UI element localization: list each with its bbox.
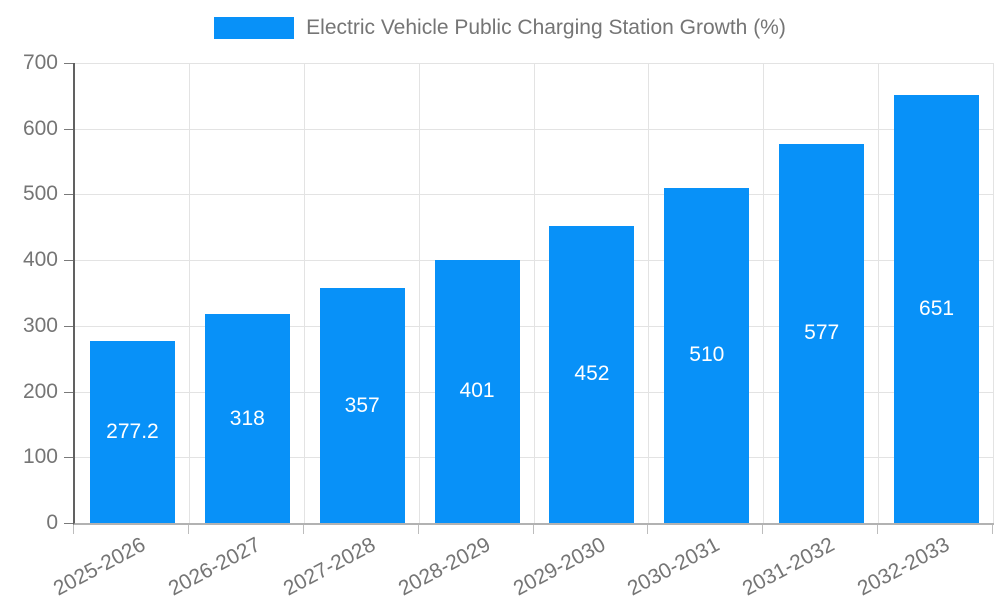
y-axis-tick-label: 400 [22,248,58,272]
h-gridline [75,194,994,196]
v-gridline [763,63,765,523]
x-axis-tick-mark [73,525,74,534]
x-axis-tick-label: 2025-2026 [49,533,150,600]
bar[interactable]: 577 [779,143,865,523]
x-axis-tick-mark [302,525,304,534]
x-axis-tick-mark [532,525,534,534]
x-axis-tick-label: 2032-2033 [853,533,954,600]
v-gridline [648,63,650,523]
y-axis-tick-mark [64,523,73,524]
legend[interactable]: Electric Vehicle Public Charging Station… [0,16,1000,40]
y-axis-tick-mark [64,457,73,459]
bar[interactable]: 357 [319,288,405,523]
bar[interactable]: 401 [434,259,520,523]
v-gridline [993,63,994,523]
y-axis-tick-label: 0 [46,511,58,534]
y-axis-tick-mark [64,325,73,327]
h-gridline [75,325,994,327]
y-axis-tick-label: 200 [22,379,58,403]
bar[interactable]: 277.2 [89,340,175,523]
x-axis-tick-label: 2030-2031 [624,533,724,600]
x-axis-tick-label: 2026-2027 [164,533,265,600]
legend-swatch [214,17,295,39]
h-gridline [75,128,994,130]
plot-area: 277.2 318 357 401 452 510 577 651 [73,63,994,525]
y-axis-tick-label: 600 [22,116,58,140]
bar[interactable]: 651 [894,95,980,523]
y-axis-tick-label: 700 [22,51,58,74]
y-axis-tick-mark [64,128,73,130]
h-gridline [75,63,994,64]
v-gridline [303,63,305,523]
v-gridline [188,63,190,523]
bar-value-label: 510 [689,343,725,367]
x-axis-tick-mark [417,525,419,534]
h-gridline [75,260,994,262]
x-axis-tick-mark [187,525,189,534]
bar-value-label: 318 [229,406,265,430]
v-gridline [418,63,420,523]
v-gridline [533,63,535,523]
x-axis-tick-label: 2027-2028 [279,533,379,600]
bar-value-label: 357 [344,393,380,417]
y-axis-tick-mark [64,194,73,196]
x-axis-tick-label: 2028-2029 [394,533,494,600]
x-axis-tick-mark [762,525,764,534]
bar-value-label: 577 [804,321,840,345]
x-axis-tick-mark [877,525,879,534]
bar-value-label: 277.2 [106,419,159,443]
y-axis-tick-label: 300 [22,313,58,337]
y-axis-tick-label: 100 [22,445,58,469]
h-gridline [75,391,994,393]
y-axis-tick-mark [64,260,73,262]
y-axis-tick-mark [64,391,73,393]
x-axis-tick-mark [647,525,649,534]
bar-value-label: 401 [459,379,495,403]
bar-value-label: 651 [919,297,955,321]
bar[interactable]: 510 [664,187,750,523]
y-axis-tick-mark [64,63,73,64]
bar[interactable]: 318 [204,314,290,523]
h-gridline [75,457,994,459]
x-axis-tick-label: 2031-2032 [739,533,839,600]
v-gridline [878,63,880,523]
bar-value-label: 452 [574,362,610,386]
bar[interactable]: 452 [549,225,635,523]
legend-label: Electric Vehicle Public Charging Station… [306,16,786,39]
x-axis-tick-mark [992,525,993,534]
y-axis-tick-label: 500 [22,182,58,206]
x-axis-tick-label: 2029-2030 [509,533,609,600]
